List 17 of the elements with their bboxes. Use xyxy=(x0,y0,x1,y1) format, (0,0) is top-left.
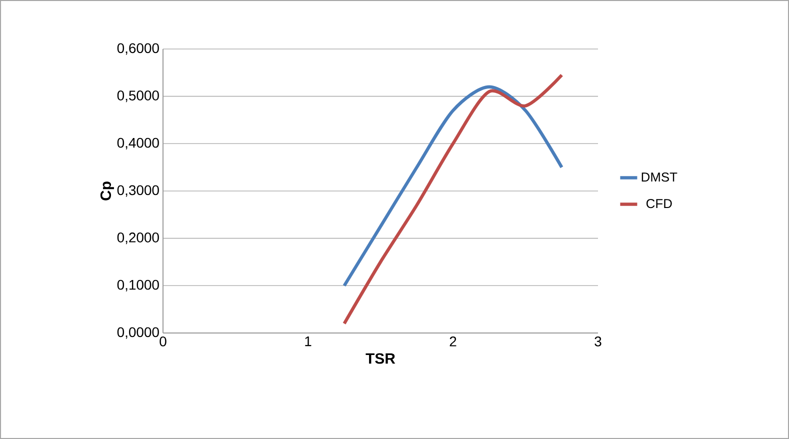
y-axis-title: Cp xyxy=(100,182,114,200)
y-tick-label: 0,4000 xyxy=(117,138,159,150)
x-axis-title: TSR xyxy=(366,353,396,364)
y-tick-label: 0,3000 xyxy=(117,185,159,197)
x-tick-label: 3 xyxy=(594,336,602,346)
y-tick-label: 0,1000 xyxy=(117,280,159,292)
y-tick-label: 0,6000 xyxy=(117,43,159,55)
y-tick-label: 0,0000 xyxy=(117,327,159,339)
x-tick-label: 0 xyxy=(160,336,166,346)
x-tick-label: 2 xyxy=(450,336,456,346)
line-series xyxy=(342,73,564,326)
y-tick-label: 0,5000 xyxy=(117,90,159,102)
x-tick-label: 1 xyxy=(305,336,312,346)
legend-label: CFD xyxy=(646,198,672,208)
y-tick-label: 0,2000 xyxy=(117,232,159,244)
legend-label: DMST xyxy=(642,172,678,182)
line-series xyxy=(342,85,564,288)
